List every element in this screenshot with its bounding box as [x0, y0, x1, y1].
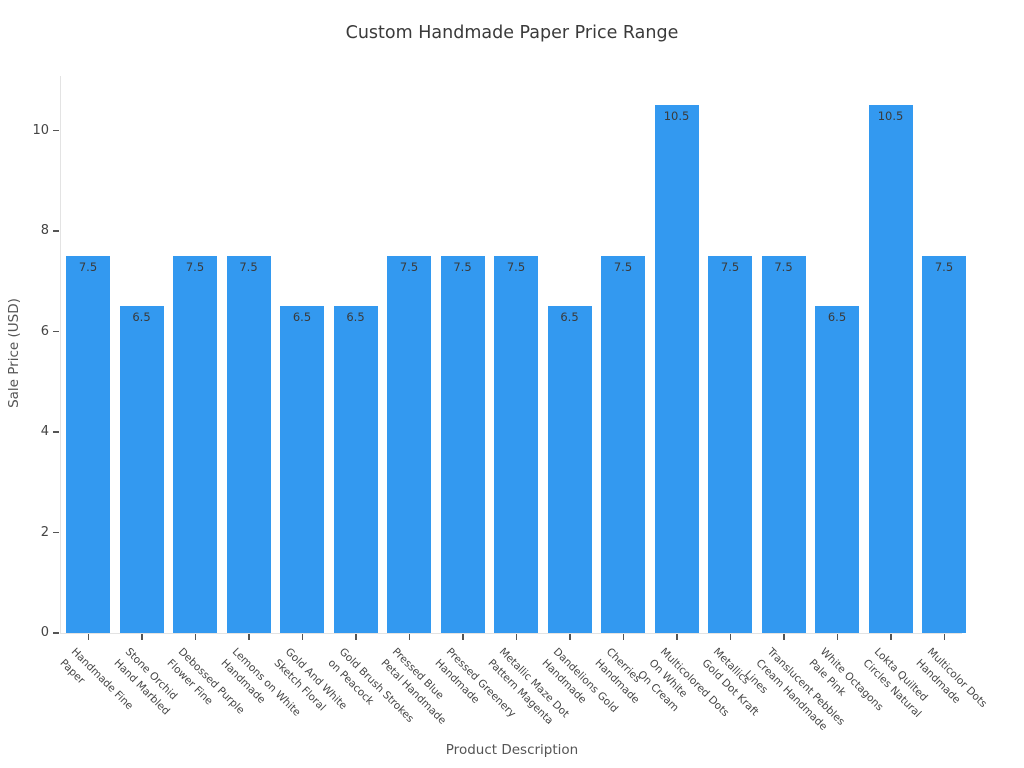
x-tick-mark [890, 634, 892, 640]
y-tick-mark [53, 129, 59, 131]
x-tick-mark [87, 634, 89, 640]
bar-value-label: 6.5 [132, 310, 151, 325]
x-tick-mark [301, 634, 303, 640]
x-tick-mark [141, 634, 143, 640]
y-tick-mark [53, 632, 59, 634]
y-axis-title: Sale Price (USD) [6, 298, 22, 408]
bar [440, 256, 485, 633]
bar [66, 256, 110, 633]
x-tick-mark [943, 634, 945, 640]
bar-value-label: 7.5 [185, 260, 205, 275]
x-tick-mark [676, 634, 678, 640]
x-tick-mark [569, 634, 571, 640]
bar [387, 256, 431, 633]
bar-value-label: 7.5 [934, 260, 954, 275]
chart-title: Custom Handmade Paper Price Range [345, 23, 679, 43]
x-tick-mark [355, 634, 357, 640]
bar [708, 256, 752, 633]
x-tick-mark [729, 634, 731, 640]
y-tick-label: 8 [40, 223, 49, 238]
bar [226, 256, 271, 633]
bar [547, 306, 592, 633]
x-axis-title: Product Description [445, 742, 579, 758]
bar [868, 105, 913, 633]
bar [761, 256, 806, 633]
bar [494, 256, 538, 633]
bar-value-label: 7.5 [399, 260, 419, 275]
bar [601, 256, 645, 633]
bar-value-label: 6.5 [346, 310, 365, 325]
x-tick-mark [515, 634, 517, 640]
bar-value-label: 7.5 [506, 260, 526, 275]
y-tick-label: 2 [40, 524, 49, 540]
bar [280, 306, 324, 633]
bar-value-label: 6.5 [292, 310, 312, 325]
bar-value-label: 7.5 [453, 260, 472, 275]
y-tick-label: 0 [40, 625, 49, 640]
bar-value-label: 7.5 [613, 260, 633, 275]
y-tick-label: 4 [40, 424, 49, 439]
bar [333, 306, 378, 633]
bar [119, 306, 164, 633]
bar [922, 256, 966, 633]
bar-value-label: 10.5 [877, 109, 904, 124]
x-tick-mark [408, 634, 410, 640]
bar-value-label: 7.5 [720, 260, 740, 275]
x-tick-mark [194, 634, 196, 640]
bar-value-label: 10.5 [663, 109, 690, 124]
y-axis-line [60, 76, 61, 633]
bar-value-label: 6.5 [560, 310, 579, 325]
bar-value-label: 7.5 [78, 260, 98, 275]
bar [173, 256, 217, 633]
y-tick-mark [53, 330, 59, 332]
x-tick-mark [622, 634, 624, 640]
y-tick-mark [53, 431, 59, 433]
x-axis-line [60, 633, 962, 634]
bar [815, 306, 859, 633]
x-tick-mark [783, 634, 785, 640]
x-tick-mark [248, 634, 250, 640]
bar-value-label: 7.5 [774, 260, 793, 275]
y-tick-label: 6 [40, 323, 49, 339]
y-tick-mark [53, 531, 59, 533]
y-tick-mark [53, 230, 59, 232]
y-tick-label: 10 [32, 122, 49, 138]
bar-value-label: 7.5 [239, 260, 258, 275]
x-tick-mark [462, 634, 464, 640]
bar-value-label: 6.5 [827, 310, 847, 325]
bar [654, 105, 699, 633]
x-tick-mark [836, 634, 838, 640]
